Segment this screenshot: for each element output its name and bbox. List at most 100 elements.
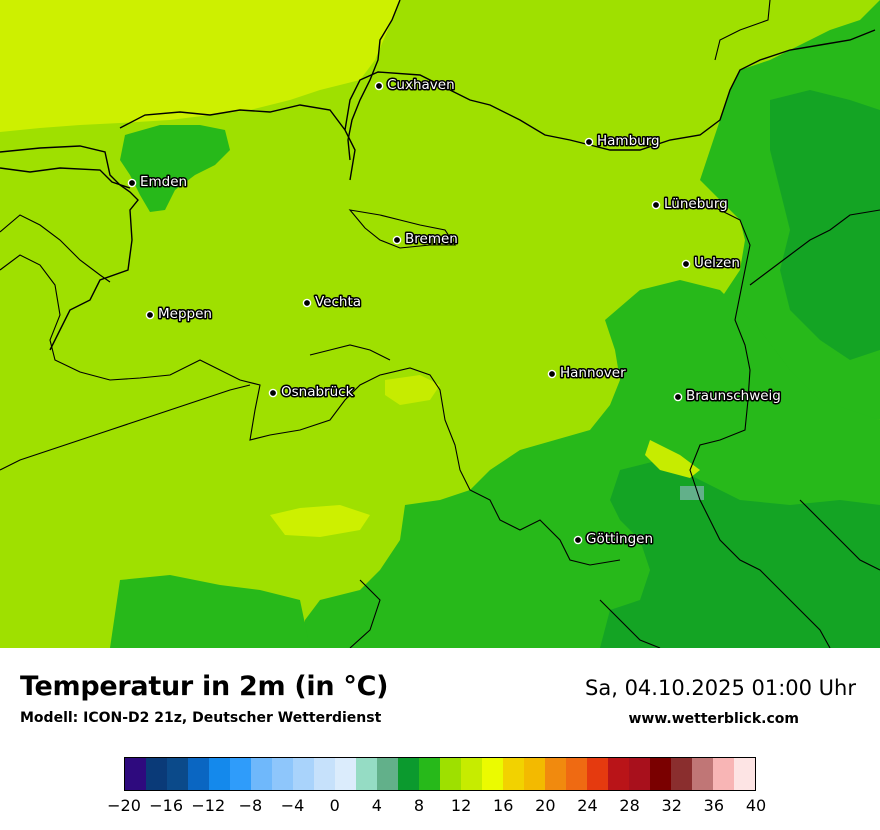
city-label: Meppen xyxy=(158,306,212,322)
city-label: Vechta xyxy=(315,294,361,310)
colorbar-tick-label: 4 xyxy=(371,796,382,815)
city-label: Bremen xyxy=(405,231,458,247)
city-braunschweig[interactable]: Braunschweig xyxy=(673,387,782,406)
colorbar-segment xyxy=(566,758,587,790)
city-label: Göttingen xyxy=(586,531,653,547)
colorbar-segment xyxy=(230,758,251,790)
colorbar-segment xyxy=(713,758,734,790)
city-dot xyxy=(268,388,278,398)
city-dot xyxy=(651,200,661,210)
colorbar-segment xyxy=(188,758,209,790)
colorbar-segment xyxy=(167,758,188,790)
colorbar-tick-label: −4 xyxy=(280,796,305,815)
website-link[interactable]: www.wetterblick.com xyxy=(628,711,800,727)
colorbar-tick-label: −12 xyxy=(191,796,226,815)
colorbar-segment xyxy=(335,758,356,790)
cool-patch xyxy=(680,486,704,500)
colorbar-segment xyxy=(524,758,545,790)
colorbar-tick-label: −20 xyxy=(107,796,141,815)
colorbar-segment xyxy=(440,758,461,790)
city-label: Lüneburg xyxy=(664,196,728,212)
warm-patch-2 xyxy=(385,375,440,405)
colorbar-tick-label: 16 xyxy=(493,796,514,815)
colorbar-tick-label: 36 xyxy=(703,796,725,815)
map-canvas: Cuxhaven Hamburg Emden Lüneburg Bremen U… xyxy=(0,0,880,648)
colorbar-segment xyxy=(377,758,398,790)
city-hannover[interactable]: Hannover xyxy=(547,364,628,383)
city-dot xyxy=(584,137,594,147)
warm-patch-1 xyxy=(270,505,370,537)
city-label: Cuxhaven xyxy=(387,77,455,93)
colorbar-tick-label: 24 xyxy=(577,796,598,815)
model-info: Modell: ICON-D2 21z, Deutscher Wetterdie… xyxy=(20,710,382,726)
city-hamburg[interactable]: Hamburg xyxy=(584,132,661,151)
colorbar-segment xyxy=(671,758,692,790)
colorbar-tick-label: 32 xyxy=(661,796,682,815)
colorbar-segment xyxy=(461,758,482,790)
city-label: Braunschweig xyxy=(686,388,781,404)
city-dot xyxy=(573,535,583,545)
city-dot xyxy=(145,310,155,320)
city-uelzen[interactable]: Uelzen xyxy=(681,254,741,273)
colorbar-segment xyxy=(314,758,335,790)
city-dot xyxy=(681,259,691,269)
city-markers: Cuxhaven Hamburg Emden Lüneburg Bremen U… xyxy=(127,76,782,549)
colorbar-segment xyxy=(125,758,146,790)
colorbar-segment xyxy=(692,758,713,790)
colorbar-segment xyxy=(545,758,566,790)
city-dot xyxy=(127,178,137,188)
temperature-field-9-ne xyxy=(770,90,880,360)
temperature-map: Cuxhaven Hamburg Emden Lüneburg Bremen U… xyxy=(0,0,880,648)
city-dot xyxy=(673,392,683,402)
colorbar-tick-label: 8 xyxy=(413,796,425,815)
colorbar-segment xyxy=(146,758,167,790)
temperature-field-10-sw xyxy=(110,575,310,648)
border-lines xyxy=(0,0,880,648)
colorbar-ticks: −20 −16 −12 −8 −4 0 4 8 12 16 20 24 28 32 36 40 xyxy=(0,794,880,818)
colorbar-tick-label: −8 xyxy=(238,796,263,815)
city-goettingen[interactable]: Göttingen xyxy=(573,530,655,549)
city-emden[interactable]: Emden xyxy=(127,173,189,192)
colorbar-tick-label: −16 xyxy=(149,796,184,815)
city-osnabrueck[interactable]: Osnabrück xyxy=(268,383,355,402)
colorbar-tick-label: 0 xyxy=(329,796,340,815)
warm-patch-3 xyxy=(645,440,700,478)
colorbar-tick-label: 28 xyxy=(619,796,640,815)
city-meppen[interactable]: Meppen xyxy=(145,305,213,324)
colorbar-segment xyxy=(251,758,272,790)
coastlines xyxy=(0,0,876,351)
colorbar-segment xyxy=(629,758,650,790)
colorbar-segment xyxy=(419,758,440,790)
colorbar-tick-label: 12 xyxy=(450,796,472,815)
colorbar-segment xyxy=(356,758,377,790)
city-dot xyxy=(392,235,402,245)
colorbar-segment xyxy=(503,758,524,790)
city-dot xyxy=(547,369,557,379)
temperature-field-10-emden xyxy=(120,125,230,212)
temperature-colorbar xyxy=(124,757,756,791)
city-dot xyxy=(302,298,312,308)
city-cuxhaven[interactable]: Cuxhaven xyxy=(374,76,456,95)
colorbar-segment xyxy=(608,758,629,790)
colorbar-segment xyxy=(209,758,230,790)
map-title: Temperatur in 2m (in °C) xyxy=(20,671,389,702)
colorbar-segment xyxy=(650,758,671,790)
city-label: Osnabrück xyxy=(281,384,354,400)
city-label: Hannover xyxy=(560,365,626,381)
colorbar-tick-label: 40 xyxy=(745,796,767,815)
colorbar-segment xyxy=(272,758,293,790)
city-label: Hamburg xyxy=(597,133,660,149)
city-label: Uelzen xyxy=(694,255,740,271)
colorbar-segment xyxy=(482,758,503,790)
colorbar-segment xyxy=(587,758,608,790)
temperature-field-14 xyxy=(0,0,400,132)
temperature-field-9-se xyxy=(600,460,880,648)
colorbar-segment xyxy=(734,758,755,790)
city-vechta[interactable]: Vechta xyxy=(302,293,363,312)
city-bremen[interactable]: Bremen xyxy=(392,230,459,249)
city-dot xyxy=(374,81,384,91)
city-lueneburg[interactable]: Lüneburg xyxy=(651,195,729,214)
forecast-datetime: Sa, 04.10.2025 01:00 Uhr xyxy=(585,676,856,700)
colorbar-segment xyxy=(398,758,419,790)
city-label: Emden xyxy=(140,174,187,190)
